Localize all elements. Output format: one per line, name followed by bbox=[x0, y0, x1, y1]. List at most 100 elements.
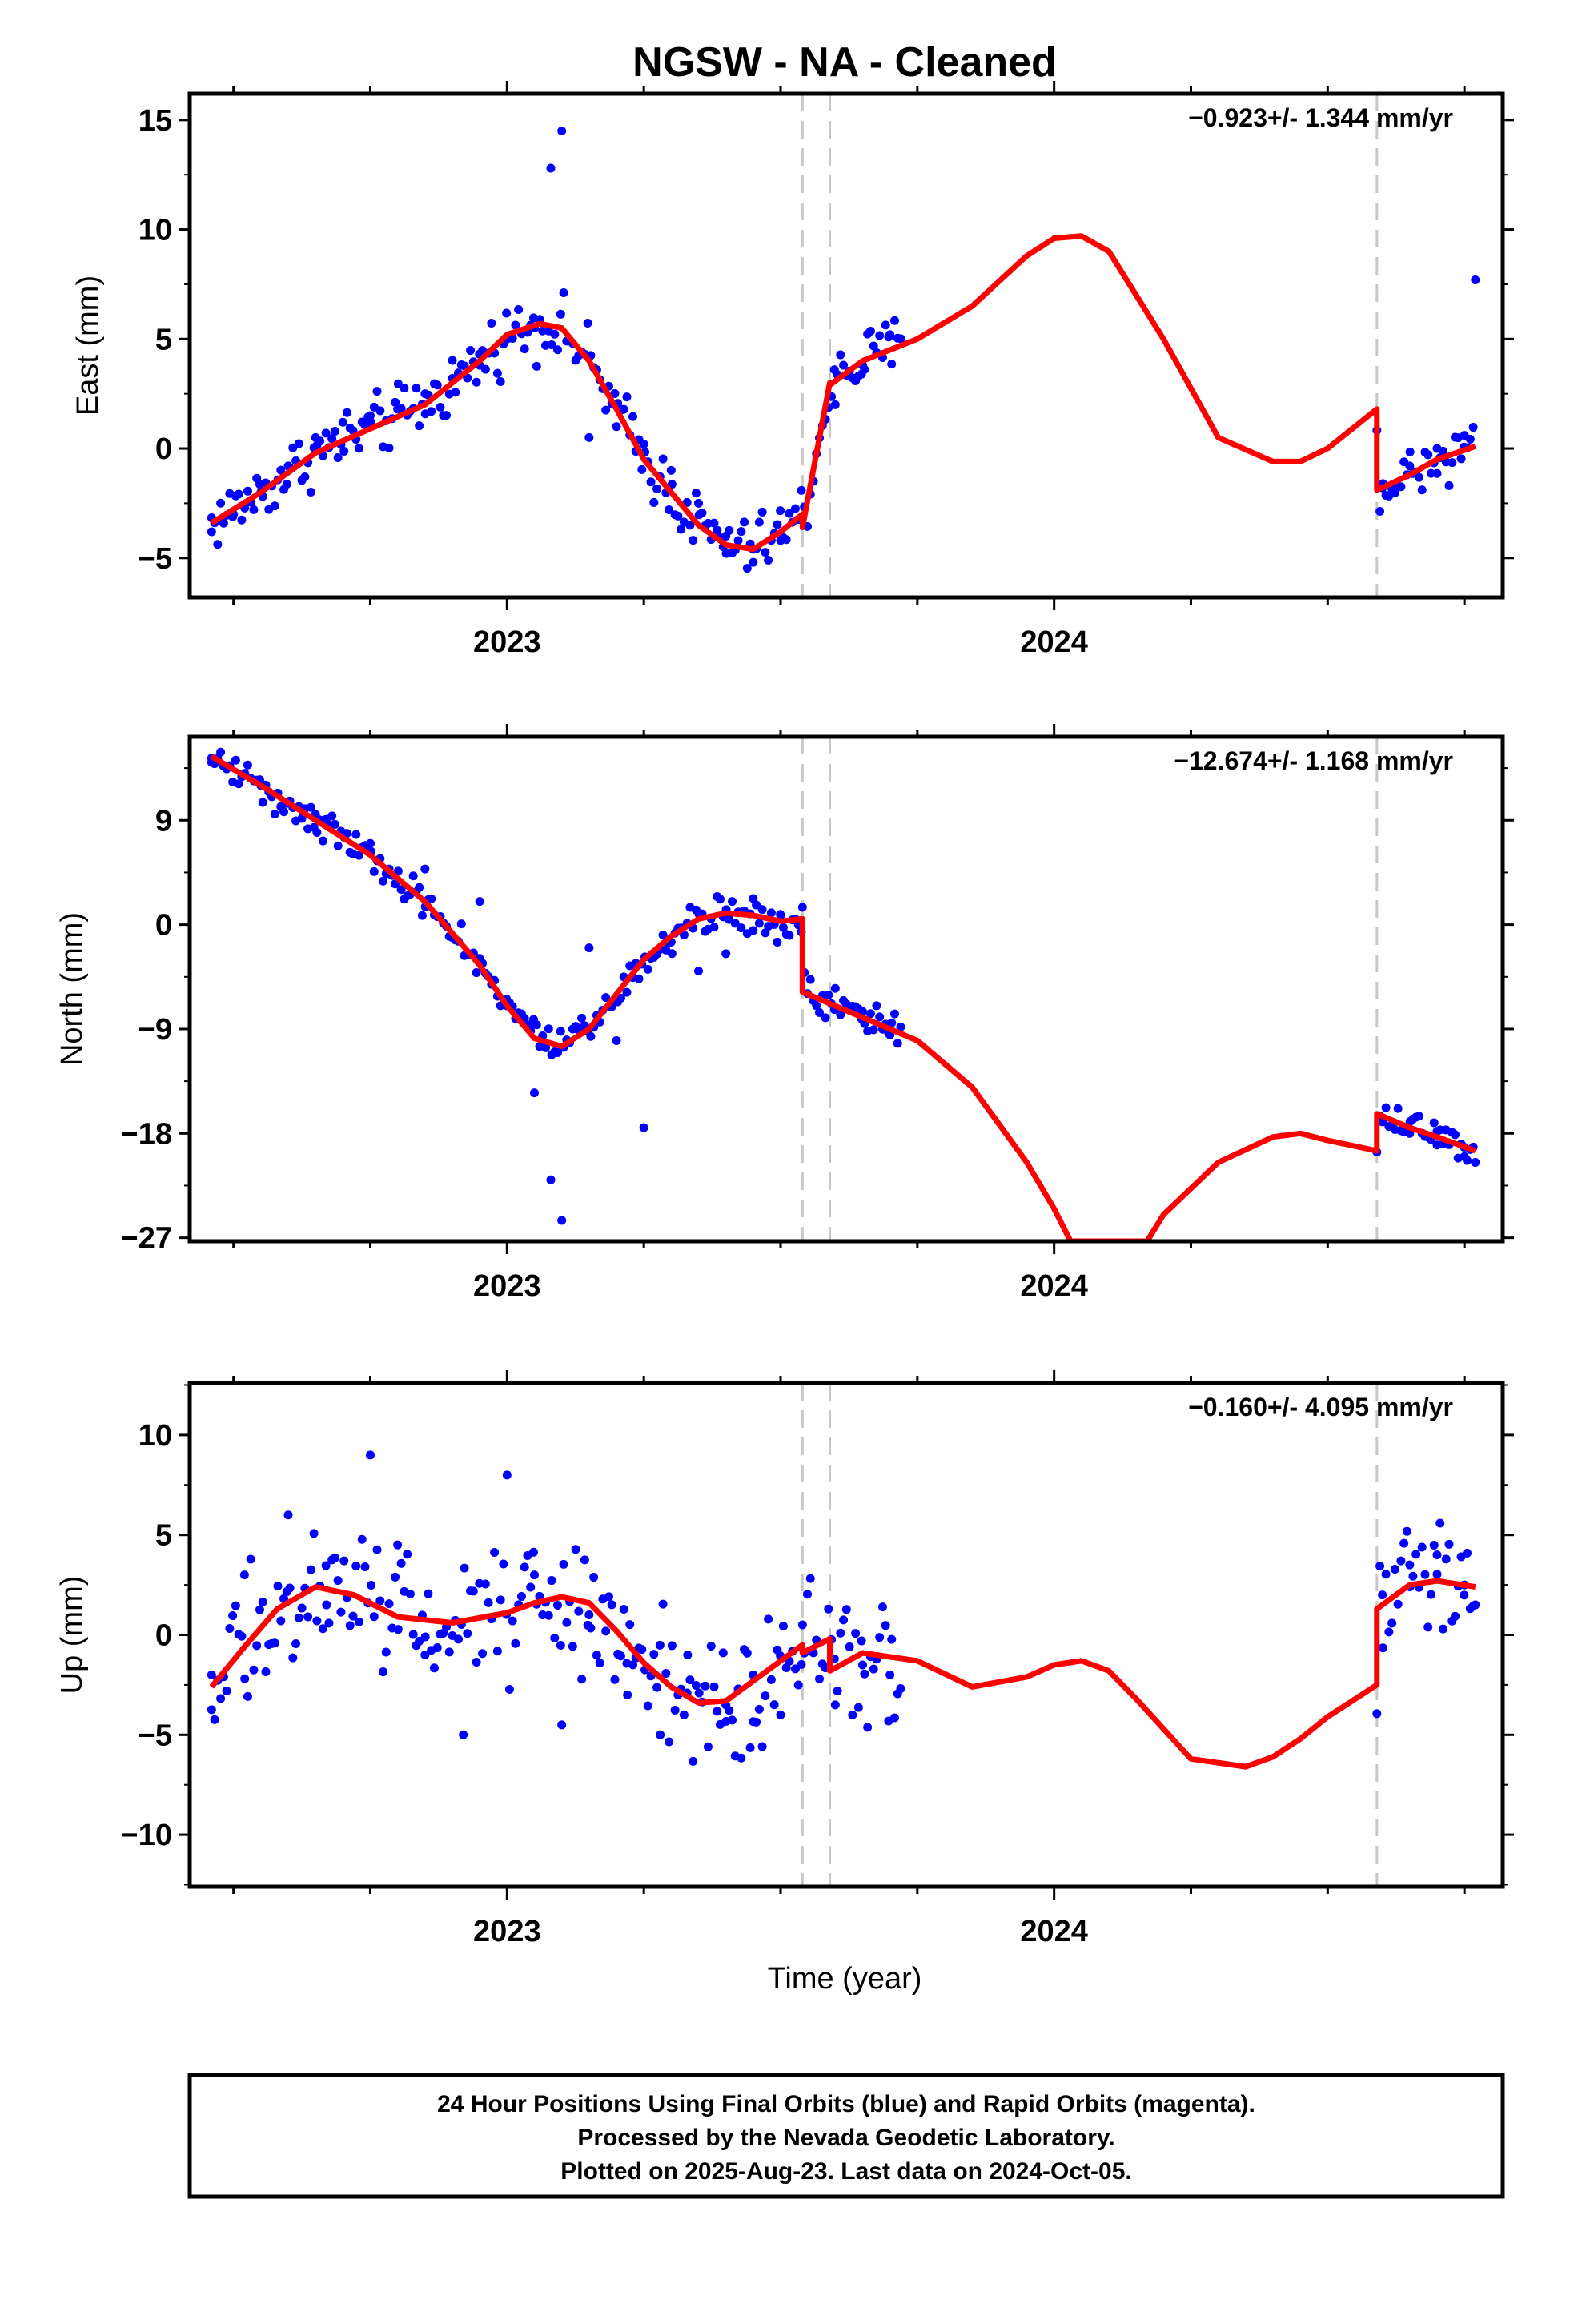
east-data-point bbox=[400, 384, 409, 393]
up-data-point bbox=[318, 1624, 327, 1634]
up-data-point bbox=[757, 1742, 767, 1751]
east-data-point bbox=[342, 408, 351, 417]
up-data-point bbox=[1390, 1565, 1399, 1574]
up-data-point bbox=[848, 1710, 857, 1719]
east-data-point bbox=[487, 318, 496, 328]
north-x-tick-label: 2023 bbox=[473, 1269, 541, 1303]
up-data-point bbox=[255, 1605, 264, 1614]
east-data-point bbox=[725, 525, 734, 535]
up-data-point bbox=[728, 1715, 737, 1725]
east-data-point bbox=[691, 489, 701, 498]
north-data-point bbox=[243, 760, 252, 770]
up-data-point bbox=[391, 1572, 400, 1582]
east-x-tick-label: 2024 bbox=[1020, 625, 1088, 659]
up-data-point bbox=[1468, 1601, 1478, 1610]
up-data-point bbox=[1420, 1570, 1430, 1579]
east-data-point bbox=[391, 397, 400, 407]
east-data-point bbox=[270, 501, 279, 511]
north-data-point bbox=[557, 1216, 567, 1225]
up-data-point bbox=[261, 1667, 271, 1676]
up-data-point bbox=[584, 1610, 594, 1620]
north-data-point bbox=[270, 809, 279, 818]
north-data-point bbox=[869, 1025, 878, 1035]
up-data-point bbox=[745, 1743, 755, 1752]
east-data-point bbox=[601, 405, 611, 415]
east-data-point bbox=[1453, 433, 1463, 443]
north-data-point bbox=[1463, 1156, 1472, 1165]
up-data-point bbox=[709, 1682, 719, 1691]
east-data-point bbox=[658, 454, 668, 464]
up-data-point bbox=[1444, 1539, 1454, 1549]
up-data-point bbox=[225, 1624, 235, 1634]
up-data-point bbox=[429, 1663, 439, 1673]
up-data-point bbox=[502, 1470, 512, 1480]
east-y-tick-label: 5 bbox=[155, 323, 172, 356]
east-data-point bbox=[237, 515, 247, 525]
east-data-point bbox=[550, 329, 560, 339]
up-data-point bbox=[459, 1730, 468, 1739]
up-data-point bbox=[592, 1651, 601, 1660]
east-data-point bbox=[219, 518, 228, 528]
up-data-point bbox=[1396, 1556, 1406, 1566]
north-data-point bbox=[1429, 1118, 1439, 1128]
east-data-point bbox=[773, 520, 782, 529]
up-data-point bbox=[857, 1636, 866, 1646]
up-data-point bbox=[1417, 1542, 1427, 1552]
east-data-point bbox=[338, 417, 347, 427]
east-data-point bbox=[480, 364, 490, 374]
up-data-point bbox=[869, 1664, 878, 1674]
east-data-point bbox=[790, 504, 800, 513]
east-data-point bbox=[737, 527, 746, 537]
east-data-point bbox=[785, 509, 794, 518]
east-data-point bbox=[757, 507, 767, 517]
up-data-point bbox=[556, 1640, 565, 1650]
east-data-point bbox=[207, 527, 216, 537]
up-data-point bbox=[360, 1562, 370, 1571]
east-data-point bbox=[754, 517, 764, 527]
east-data-point bbox=[612, 422, 621, 432]
east-data-point bbox=[749, 557, 758, 567]
north-data-point bbox=[643, 964, 652, 974]
up-data-point bbox=[896, 1683, 905, 1693]
up-data-point bbox=[472, 1658, 481, 1667]
up-data-point bbox=[685, 1675, 695, 1685]
up-data-point bbox=[568, 1642, 577, 1651]
up-panel: 10 5 0 −5 −10 2023 2024 Up (mm) −0.160+/- 4.095 … bbox=[55, 1370, 1514, 1948]
north-data-point bbox=[379, 876, 388, 886]
east-data-point bbox=[216, 498, 226, 508]
up-data-point bbox=[1372, 1709, 1382, 1719]
up-data-point bbox=[754, 1704, 764, 1714]
north-data-point bbox=[1414, 1112, 1423, 1121]
east-data-point bbox=[839, 360, 849, 370]
north-data-point bbox=[694, 967, 703, 976]
up-data-point bbox=[367, 1581, 376, 1590]
east-data-point bbox=[396, 404, 406, 413]
east-data-point bbox=[677, 525, 686, 534]
east-data-point bbox=[673, 511, 683, 521]
east-data-point bbox=[559, 288, 568, 298]
up-x-tick-label: 2024 bbox=[1020, 1915, 1088, 1948]
up-data-point bbox=[851, 1629, 861, 1638]
east-data-point bbox=[764, 556, 773, 565]
north-data-point bbox=[836, 1010, 845, 1019]
footer-frame bbox=[187, 2073, 1505, 2199]
up-data-point bbox=[516, 1591, 526, 1601]
up-data-point bbox=[339, 1556, 349, 1566]
up-data-point bbox=[619, 1604, 628, 1614]
east-data-point bbox=[884, 332, 893, 342]
up-data-point bbox=[306, 1565, 315, 1574]
up-data-point bbox=[706, 1642, 716, 1651]
up-data-point bbox=[649, 1650, 659, 1659]
up-data-point bbox=[670, 1705, 680, 1715]
up-data-point bbox=[333, 1576, 343, 1586]
north-data-point bbox=[752, 900, 761, 910]
east-data-point bbox=[761, 548, 770, 557]
east-data-point bbox=[375, 406, 385, 416]
up-data-point bbox=[625, 1620, 635, 1630]
north-data-point bbox=[893, 1039, 902, 1048]
up-data-point bbox=[658, 1599, 668, 1609]
up-data-point bbox=[628, 1660, 637, 1670]
up-y-tick-label: −10 bbox=[121, 1819, 172, 1852]
east-data-point bbox=[646, 477, 656, 487]
north-data-point bbox=[887, 1018, 897, 1027]
